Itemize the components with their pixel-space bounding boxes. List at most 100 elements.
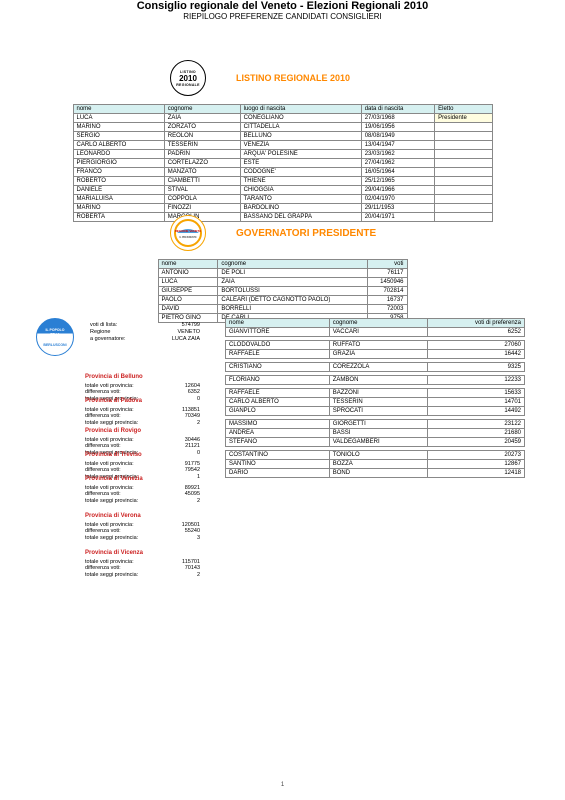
cand-cell — [435, 177, 492, 186]
pref-th: cognome — [329, 319, 427, 328]
cand-cell: CARLO ALBERTO — [73, 141, 164, 150]
gov-logo: REGIONE VENETA IL PRESIDENTE — [170, 215, 206, 251]
stat-key: differenza voti: — [85, 389, 121, 396]
cand-cell: ESTE — [240, 159, 361, 168]
pref-cell: 20459 — [428, 438, 525, 447]
cand-cell — [435, 204, 492, 213]
cand-cell — [435, 150, 492, 159]
pref-cell: CRISTIANO — [226, 363, 330, 372]
pref-cell: BAZZONI — [329, 389, 427, 398]
pref-cell: 14492 — [428, 407, 525, 416]
cand-cell: 02/04/1970 — [361, 195, 434, 204]
table-row: MASSIMOGIORGETTI23122 — [226, 420, 525, 429]
party-logo-l4: BERLUSCONI — [43, 343, 66, 347]
gov-cell: LUCA — [158, 278, 218, 287]
table-row: RAFFAELEBAZZONI15633 — [226, 389, 525, 398]
province-stat-row: totale seggi provincia:2 — [85, 420, 200, 427]
pref-cell: BOZZA — [329, 460, 427, 469]
listino-logo: LISTINO 2010 REGIONALE — [170, 60, 206, 96]
cand-cell: VENEZIA — [240, 141, 361, 150]
stat-key: differenza voti: — [85, 467, 121, 474]
province-stat-row: differenza voti:79542 — [85, 467, 200, 474]
province-info: Provincia di Veronatotale voti provincia… — [85, 513, 200, 542]
cand-cell: CHIOGGIA — [240, 186, 361, 195]
candidates-table: nomecognomeluogo di nascitadata di nasci… — [73, 104, 493, 222]
province-stat-row: totale seggi provincia:3 — [85, 535, 200, 542]
stat-key: totale voti provincia: — [85, 383, 134, 390]
stat-val: 6352 — [188, 389, 200, 396]
gov-cell: 702814 — [368, 287, 407, 296]
gov-heading: GOVERNATORI PRESIDENTE — [236, 228, 376, 239]
pref-cell: COREZZOLA — [329, 363, 427, 372]
province-stat-row: differenza voti: 45095 — [85, 491, 200, 498]
pref-cell: MASSIMO — [226, 420, 330, 429]
gov-cell: GIUSEPPE — [158, 287, 218, 296]
table-row: CARLO ALBERTOTESSERIN14701 — [226, 398, 525, 407]
stat-val: 45095 — [185, 491, 200, 498]
cand-cell: FRANCO — [73, 168, 164, 177]
cand-cell — [435, 186, 492, 195]
province-name: Provincia di Verona — [85, 513, 200, 521]
cand-cell: 19/06/1956 — [361, 123, 434, 132]
cand-cell: 27/03/1968 — [361, 114, 434, 123]
table-row: FRANCOMANZATOCODOGNE'16/05/1964 — [73, 168, 492, 177]
page-subtitle: RIEPILOGO PREFERENZE CANDIDATI CONSIGLIE… — [0, 12, 565, 21]
pref-cell: 20273 — [428, 451, 525, 460]
pref-cell: TESSERIN — [329, 398, 427, 407]
gov-table: nomecognomevoti ANTONIODE POLI76117LUCAZ… — [158, 259, 408, 323]
stat-val: 3 — [197, 535, 200, 542]
stat-key: differenza voti: — [85, 491, 121, 498]
cand-cell — [435, 141, 492, 150]
province-name: Provincia di Belluno — [85, 374, 200, 382]
stat-key: totale seggi provincia: — [85, 572, 138, 579]
party-meta: voti di lista:574799 RegioneVENETO a gov… — [90, 322, 200, 343]
cand-cell: PIERGIORGIO — [73, 159, 164, 168]
province-stat-row: totale voti provincia:89921 — [85, 485, 200, 492]
gov-th: nome — [158, 260, 218, 269]
province-stat-row: totale voti provincia:115701 — [85, 559, 200, 566]
table-row: COSTANTINOTONIOLO20273 — [226, 451, 525, 460]
cand-cell — [435, 159, 492, 168]
table-row: GIANVITTOREVACCARI6252 — [226, 328, 525, 337]
gov-logo-svg: REGIONE VENETA IL PRESIDENTE — [173, 218, 203, 248]
gov-cell: BORRELLI — [218, 305, 368, 314]
gov-cell: DAVID — [158, 305, 218, 314]
cand-th: Eletto — [435, 105, 492, 114]
pref-cell: 21680 — [428, 429, 525, 438]
stat-val: 120501 — [182, 522, 200, 529]
svg-text:IL PRESIDENTE: IL PRESIDENTE — [179, 237, 197, 239]
cand-cell — [435, 195, 492, 204]
stat-key: totale voti provincia: — [85, 407, 134, 414]
cand-cell: 13/04/1947 — [361, 141, 434, 150]
stat-key: totale voti provincia: — [85, 437, 134, 444]
table-row: SANTINOBOZZA12867 — [226, 460, 525, 469]
meta-gov: LUCA ZAIA — [172, 336, 200, 343]
cand-cell: ZORZATO — [164, 123, 240, 132]
gov-cell: 72003 — [368, 305, 407, 314]
stat-key: totale seggi provincia: — [85, 498, 138, 505]
stat-key: totale voti provincia: — [85, 522, 134, 529]
stat-key: totale seggi provincia: — [85, 420, 138, 427]
table-row: PIERGIORGIOCORTELAZZOESTE27/04/1962 — [73, 159, 492, 168]
cand-cell: LUCA — [73, 114, 164, 123]
province-info: Provincia di Vicenzatotale voti provinci… — [85, 550, 200, 579]
stat-val: 70143 — [185, 565, 200, 572]
meta-regione: VENETO — [177, 329, 200, 336]
cand-cell: MARINO — [73, 204, 164, 213]
pref-cell: RAFFAELE — [226, 389, 330, 398]
province-name: Provincia di Venezia — [85, 476, 200, 484]
gov-cell: BORTOLUSSI — [218, 287, 368, 296]
stat-key: totale voti provincia: — [85, 485, 134, 492]
cand-cell: BELLUNO — [240, 132, 361, 141]
page-footer: 1 — [0, 782, 565, 788]
pref-cell: GIORGETTI — [329, 420, 427, 429]
gov-th: cognome — [218, 260, 368, 269]
table-row: CLODOVALDORUFFATO27060 — [226, 341, 525, 350]
cand-th: nome — [73, 105, 164, 114]
province-stat-row: differenza voti: 6352 — [85, 389, 200, 396]
province-stat-row: totale voti provincia:91775 — [85, 461, 200, 468]
table-row: GIUSEPPEBORTOLUSSI702814 — [158, 287, 407, 296]
province-stat-row: totale voti provincia:30446 — [85, 437, 200, 444]
pref-cell: RAFFAELE — [226, 350, 330, 359]
cand-cell: SERGIO — [73, 132, 164, 141]
